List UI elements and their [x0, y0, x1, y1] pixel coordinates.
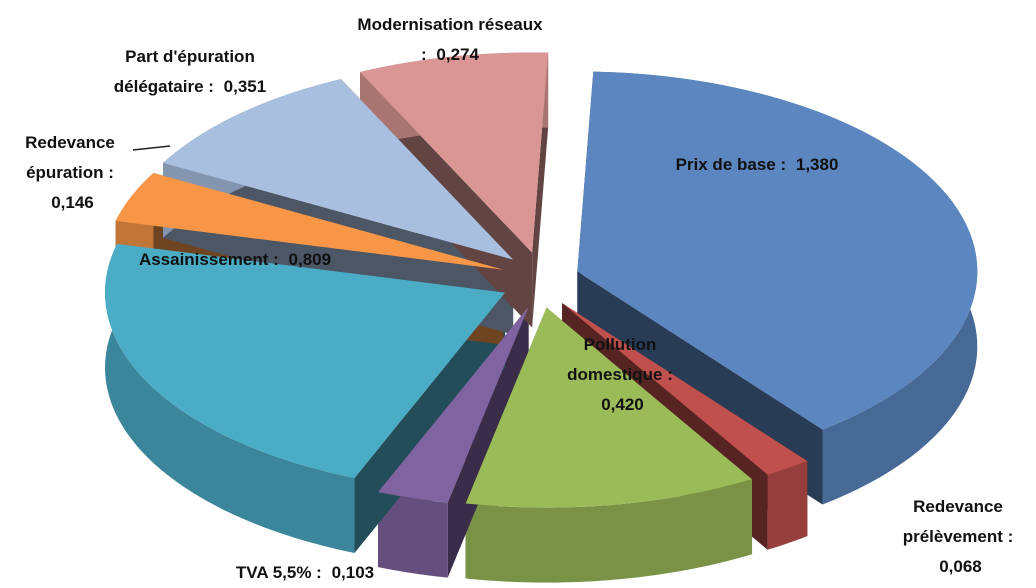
value-label: 0,809	[288, 250, 332, 269]
slice-label: Prix de base : 1,380	[672, 150, 842, 180]
leader-line	[132, 145, 171, 151]
value-label: 0,103	[331, 563, 375, 582]
value-label: 0,274	[436, 45, 479, 64]
slice-label: TVA 5,5% : 0,103	[180, 558, 430, 588]
slice	[105, 243, 506, 478]
slice-wall	[767, 461, 808, 550]
slice	[163, 79, 514, 260]
slice-label: Redevance prélèvement : 0,068	[883, 492, 1033, 582]
value-label: 1,380	[795, 155, 839, 174]
category-label: Pollution domestique :	[567, 335, 673, 384]
slice-wall	[105, 243, 355, 553]
value-label: 0,351	[223, 77, 267, 96]
category-label: TVA 5,5% :	[235, 563, 322, 582]
slice	[577, 71, 978, 430]
slice-label: Part d'épuration délégataire : 0,351	[90, 42, 290, 102]
slice-wall	[465, 479, 753, 583]
category-label: Redevance épuration :	[25, 133, 115, 182]
slice-label: Assainissement : 0,809	[135, 245, 335, 275]
slice-label: Pollution domestique : 0,420	[555, 330, 685, 420]
category-label: Redevance prélèvement :	[902, 497, 1014, 546]
category-label: Assainissement :	[138, 250, 279, 269]
slice-wall	[378, 492, 448, 578]
category-label: Part d'épuration délégataire :	[113, 47, 255, 96]
slice	[562, 303, 808, 475]
value-label: 0,068	[939, 557, 982, 576]
category-label: Prix de base :	[675, 155, 787, 174]
slice	[360, 52, 549, 253]
value-label: 0,146	[51, 193, 94, 212]
value-label: 0,420	[601, 395, 644, 414]
slice-tops	[105, 52, 978, 508]
slice	[378, 306, 529, 503]
slice-label: Modernisation réseaux : 0,274	[355, 10, 545, 70]
slice-label: Redevance épuration : 0,146	[5, 128, 135, 218]
category-label: Modernisation réseaux :	[357, 15, 543, 64]
slice	[465, 307, 753, 508]
slice	[115, 172, 504, 270]
